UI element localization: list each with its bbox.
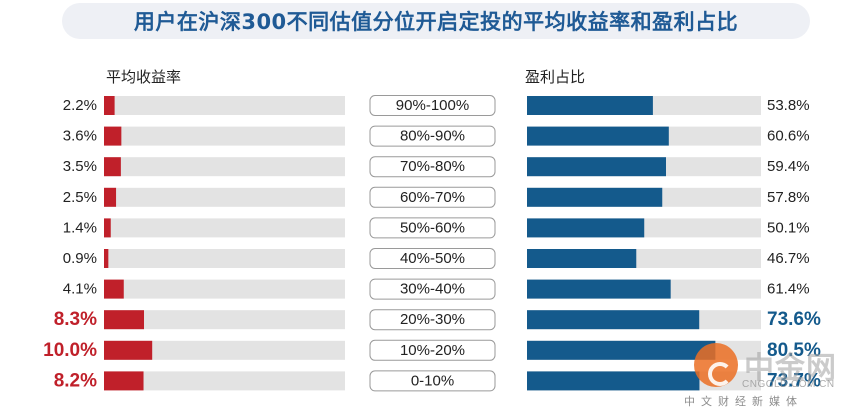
right-value-label: 73.7% (767, 370, 821, 391)
right-bar (527, 218, 645, 238)
right-value-label: 57.8% (767, 189, 810, 206)
right-bar (527, 126, 669, 146)
left-track (104, 96, 345, 115)
category-label: 0-10% (411, 372, 454, 389)
category-label: 40%-50% (400, 250, 465, 267)
left-bar (104, 340, 153, 360)
left-bar (104, 310, 145, 330)
category-pill (369, 278, 496, 300)
left-value-label: 8.2% (54, 370, 97, 391)
left-bar (104, 279, 124, 299)
left-bar (104, 218, 111, 238)
right-panel-label: 盈利占比 (525, 68, 586, 86)
left-track (104, 279, 345, 299)
right-value-label: 60.6% (767, 128, 810, 145)
category-label: 90%-100% (396, 97, 469, 114)
right-bar (527, 96, 653, 115)
left-value-label: 2.2% (63, 97, 97, 114)
left-track (104, 126, 345, 146)
left-bar (104, 371, 144, 391)
left-bar (104, 126, 122, 146)
left-value-label: 0.9% (63, 250, 97, 267)
left-track (104, 310, 345, 330)
category-pill (369, 248, 496, 269)
left-panel-label: 平均收益率 (106, 68, 182, 86)
category-label: 20%-30% (400, 311, 465, 328)
right-bar (527, 340, 716, 360)
category-label: 60%-70% (400, 189, 465, 206)
category-pill (369, 156, 496, 178)
title-bar: 用户在沪深300不同估值分位开启定投的平均收益率和盈利占比 (62, 3, 810, 39)
left-value-label: 2.5% (63, 189, 97, 206)
right-value-label: 80.5% (767, 340, 821, 361)
right-value-label: 53.8% (767, 97, 810, 114)
right-bar (527, 371, 700, 391)
left-bar (104, 187, 117, 207)
right-value-label: 50.1% (767, 219, 810, 236)
category-label: 50%-60% (400, 219, 465, 236)
left-value-label: 10.0% (43, 340, 97, 361)
watermark-domain: CNGOLD.COM.CN (742, 379, 835, 390)
right-value-label: 73.6% (767, 309, 821, 330)
right-value-label: 61.4% (767, 281, 810, 298)
left-value-label: 8.3% (54, 309, 97, 330)
right-bar (527, 187, 663, 207)
watermark-logo-icon (694, 343, 738, 387)
category-pill (369, 370, 496, 392)
category-pill (369, 186, 496, 208)
watermark: 中金网 CNGOLD.COM.CN 中文财经新媒体 (684, 333, 849, 418)
category-label: 80%-90% (400, 128, 465, 145)
chart-title: 用户在沪深300不同估值分位开启定投的平均收益率和盈利占比 (133, 10, 739, 34)
category-label: 10%-20% (400, 342, 465, 359)
right-bar (527, 249, 637, 268)
left-value-label: 4.1% (63, 281, 97, 298)
left-bar (104, 96, 115, 115)
category-label: 30%-40% (400, 281, 465, 298)
left-bar (104, 157, 121, 177)
category-label: 70%-80% (400, 158, 465, 175)
right-value-label: 46.7% (767, 250, 810, 267)
right-bar (527, 157, 666, 177)
right-bar (527, 310, 700, 330)
category-pill (369, 125, 496, 147)
left-value-label: 1.4% (63, 219, 97, 236)
category-pill (369, 95, 496, 116)
left-track (104, 340, 345, 360)
right-bar (527, 279, 671, 299)
watermark-name: 中金网 (744, 351, 837, 386)
left-track (104, 371, 345, 391)
left-track (104, 218, 345, 238)
left-track (104, 187, 345, 207)
left-value-label: 3.5% (63, 158, 97, 175)
category-pill (369, 339, 496, 361)
right-value-label: 59.4% (767, 158, 810, 175)
watermark-tagline: 中文财经新媒体 (684, 395, 803, 408)
left-track (104, 157, 345, 177)
left-track (104, 249, 345, 268)
left-bar (104, 249, 109, 268)
category-pill (369, 309, 496, 331)
category-pill (369, 217, 496, 239)
left-value-label: 3.6% (63, 128, 97, 145)
